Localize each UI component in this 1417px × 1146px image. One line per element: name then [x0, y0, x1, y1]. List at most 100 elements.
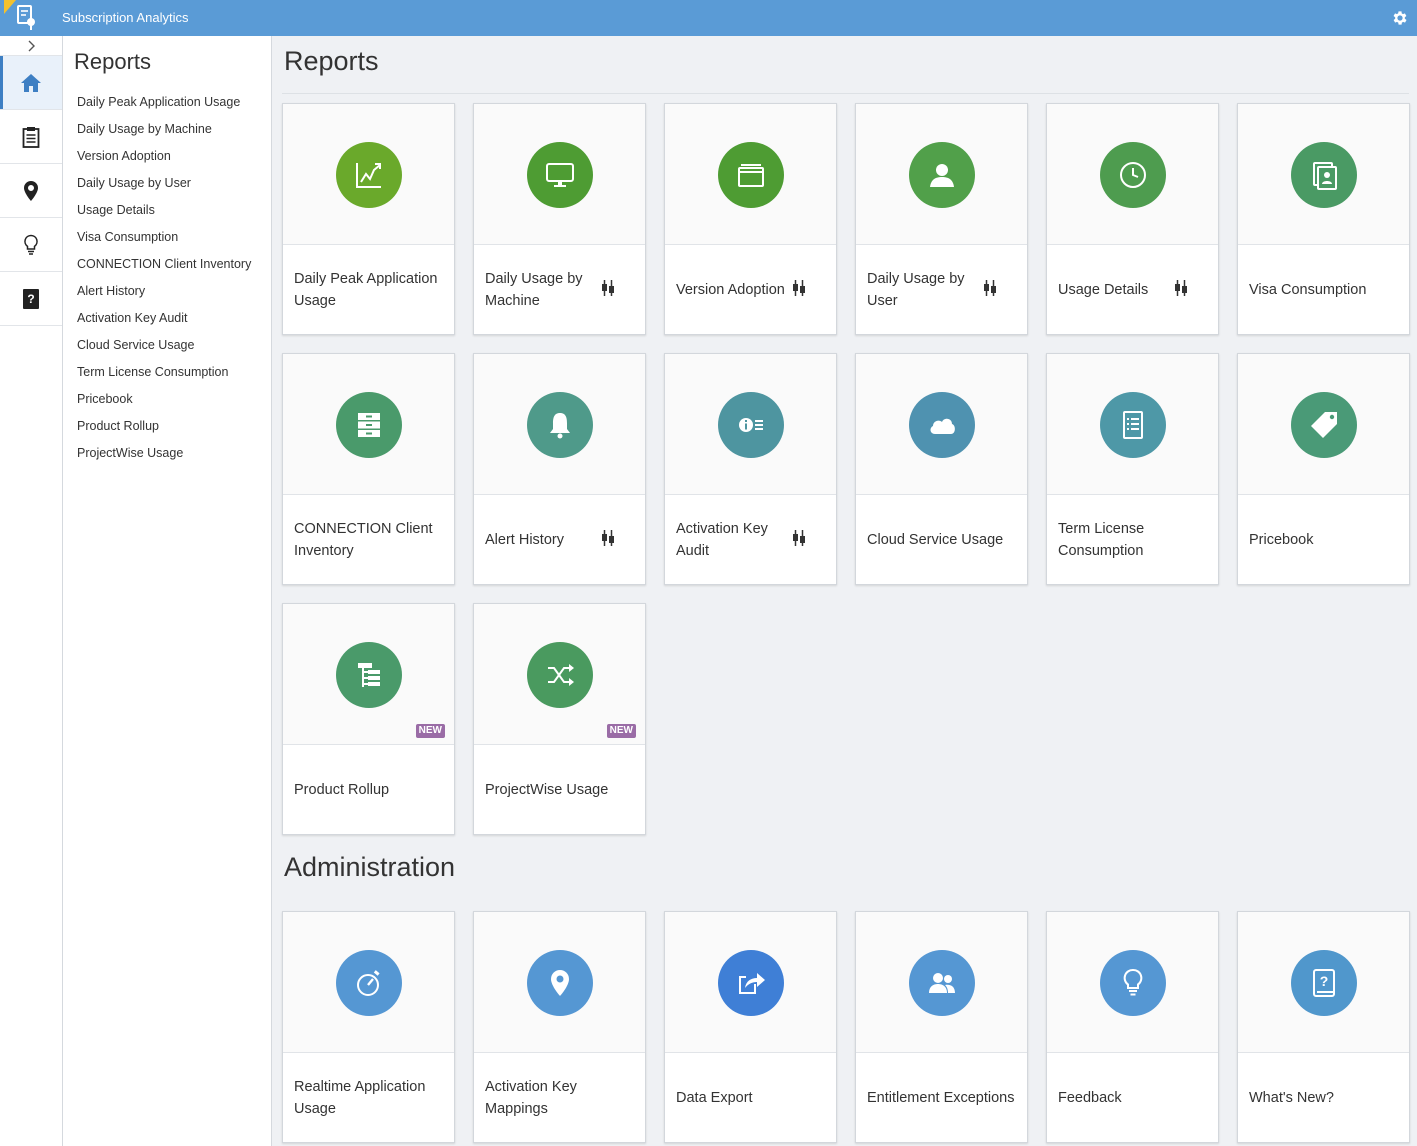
tile-header	[283, 354, 454, 495]
rail-item-reports[interactable]	[0, 110, 62, 164]
tile-label: Daily Usage by Machine	[485, 271, 583, 309]
users-icon	[909, 950, 975, 1016]
rail-item-home[interactable]	[0, 56, 62, 110]
tile-label: Activation Key Mappings	[485, 1079, 577, 1117]
filter-sliders-icon[interactable]	[601, 279, 615, 297]
top-bar: Subscription Analytics	[0, 0, 1417, 36]
tile-alert-history[interactable]: Alert History	[473, 353, 646, 585]
tile-version-adoption[interactable]: Version Adoption	[664, 103, 837, 335]
tile-label: Realtime Application Usage	[294, 1079, 426, 1117]
clock-icon	[1100, 142, 1166, 208]
filter-sliders-icon[interactable]	[792, 279, 806, 297]
rail-item-locations[interactable]	[0, 164, 62, 218]
cabinet-icon	[336, 392, 402, 458]
nav-item[interactable]: Cloud Service Usage	[77, 338, 195, 352]
tile-header	[474, 354, 645, 495]
user-icon	[909, 142, 975, 208]
reports-nav-panel: Reports Daily Peak Application Usage Dail…	[63, 36, 272, 1146]
tile-label: Daily Peak Application Usage	[294, 271, 438, 309]
info-list-icon	[718, 392, 784, 458]
tile-activation-key-mappings[interactable]: Activation Key Mappings	[473, 911, 646, 1143]
tile-header	[665, 104, 836, 245]
tile-daily-usage-by-machine[interactable]: Daily Usage by Machine	[473, 103, 646, 335]
tile-header: NEW	[283, 604, 454, 745]
nav-item[interactable]: Version Adoption	[77, 149, 171, 163]
tile-label: Daily Usage by User	[867, 271, 965, 309]
tile-header	[1047, 104, 1218, 245]
nav-item[interactable]: Alert History	[77, 284, 146, 298]
tile-entitlement-exceptions[interactable]: Entitlement Exceptions	[855, 911, 1028, 1143]
tile-label: ProjectWise Usage	[485, 782, 609, 798]
tile-projectwise-usage[interactable]: NEW ProjectWise Usage	[473, 603, 646, 835]
tile-label: Cloud Service Usage	[867, 532, 1004, 548]
tile-header	[1047, 354, 1218, 495]
tile-term-license-consumption[interactable]: Term License Consumption	[1046, 353, 1219, 585]
tile-label: Entitlement Exceptions	[867, 1090, 1015, 1106]
tile-label: Product Rollup	[294, 782, 390, 798]
expand-rail-button[interactable]	[0, 36, 62, 56]
tile-usage-details[interactable]: Usage Details	[1046, 103, 1219, 335]
cloud-icon	[909, 392, 975, 458]
nav-item[interactable]: CONNECTION Client Inventory	[77, 257, 252, 271]
question-book-icon: ?	[1291, 950, 1357, 1016]
tile-daily-peak-application-usage[interactable]: Daily Peak Application Usage	[282, 103, 455, 335]
tile-feedback[interactable]: Feedback	[1046, 911, 1219, 1143]
rail-item-help[interactable]: ?	[0, 272, 62, 326]
tile-what-s-new[interactable]: ? What's New?	[1237, 911, 1410, 1143]
nav-item[interactable]: Daily Usage by Machine	[77, 122, 212, 136]
tile-label: Version Adoption	[676, 282, 785, 298]
tile-header	[1238, 104, 1409, 245]
administration-section-title: Administration	[284, 852, 456, 882]
tile-daily-usage-by-user[interactable]: Daily Usage by User	[855, 103, 1028, 335]
filter-sliders-icon[interactable]	[601, 529, 615, 547]
tile-realtime-application-usage[interactable]: Realtime Application Usage	[282, 911, 455, 1143]
bell-icon	[527, 392, 593, 458]
tile-label: Feedback	[1058, 1090, 1122, 1106]
tile-connection-client-inventory[interactable]: CONNECTION Client Inventory	[282, 353, 455, 585]
monitor-icon	[527, 142, 593, 208]
line-chart-icon	[336, 142, 402, 208]
nav-item[interactable]: Daily Peak Application Usage	[77, 95, 241, 109]
window-stack-icon	[718, 142, 784, 208]
rail-item-feedback[interactable]	[0, 218, 62, 272]
clipboard-icon	[22, 126, 40, 148]
shuffle-icon	[527, 642, 593, 708]
svg-text:?: ?	[27, 292, 34, 306]
tile-activation-key-audit[interactable]: Activation Key Audit	[664, 353, 837, 585]
lightbulb-icon	[1100, 950, 1166, 1016]
tile-header	[474, 104, 645, 245]
tile-label: Usage Details	[1058, 282, 1149, 298]
nav-item[interactable]: Daily Usage by User	[77, 176, 191, 190]
home-icon	[21, 73, 41, 92]
nav-panel-title: Reports	[74, 49, 152, 74]
nav-item[interactable]: Product Rollup	[77, 419, 159, 433]
nav-item[interactable]: Activation Key Audit	[77, 311, 188, 325]
svg-text:?: ?	[1320, 973, 1329, 989]
nav-item[interactable]: Visa Consumption	[77, 230, 179, 244]
document-list-icon	[1100, 392, 1166, 458]
filter-sliders-icon[interactable]	[983, 279, 997, 297]
tree-list-icon	[336, 642, 402, 708]
nav-item[interactable]: ProjectWise Usage	[77, 446, 184, 460]
tag-icon	[1291, 392, 1357, 458]
nav-item[interactable]: Usage Details	[77, 203, 155, 217]
gear-icon[interactable]	[1391, 9, 1409, 27]
filter-sliders-icon[interactable]	[792, 529, 806, 547]
chevron-right-icon	[28, 40, 35, 51]
tile-header	[1238, 354, 1409, 495]
tile-pricebook[interactable]: Pricebook	[1237, 353, 1410, 585]
tile-header	[1047, 912, 1218, 1053]
nav-item[interactable]: Term License Consumption	[77, 365, 229, 379]
tile-header	[856, 104, 1027, 245]
id-card-icon	[1291, 142, 1357, 208]
tile-header	[665, 354, 836, 495]
nav-item[interactable]: Pricebook	[77, 392, 133, 406]
tile-visa-consumption[interactable]: Visa Consumption	[1237, 103, 1410, 335]
reports-nav-list: Daily Peak Application Usage Daily Usage …	[77, 91, 251, 469]
tile-data-export[interactable]: Data Export	[664, 911, 837, 1143]
tile-product-rollup[interactable]: NEW Product Rollup	[282, 603, 455, 835]
tile-cloud-service-usage[interactable]: Cloud Service Usage	[855, 353, 1028, 585]
tile-header: ?	[1238, 912, 1409, 1053]
map-pin-icon	[24, 180, 38, 201]
filter-sliders-icon[interactable]	[1174, 279, 1188, 297]
